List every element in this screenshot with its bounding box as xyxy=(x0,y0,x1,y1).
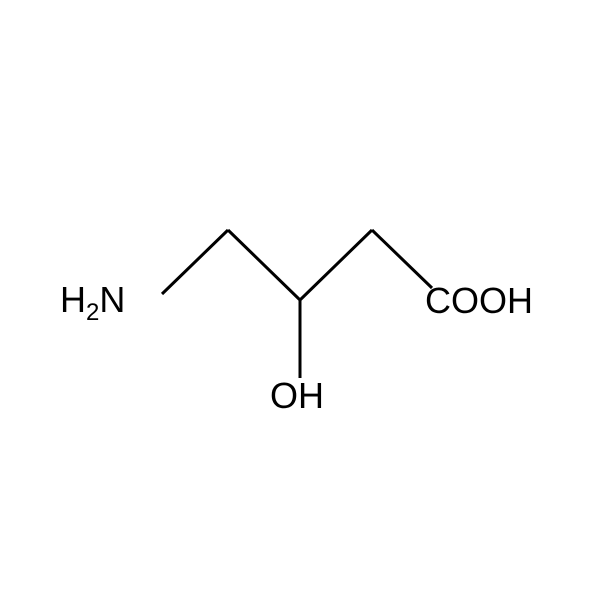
bond-c1-c2 xyxy=(228,230,300,300)
amine-label: H2N xyxy=(60,279,125,326)
hydroxyl-label: OH xyxy=(270,375,324,416)
amine-n: N xyxy=(99,279,125,320)
bond-c2-c3 xyxy=(300,230,372,300)
carboxyl-text: COOH xyxy=(425,280,533,321)
bond-n-c1 xyxy=(162,230,228,294)
molecule-diagram: H2N OH COOH xyxy=(0,0,600,600)
bond-c3-cooh xyxy=(372,230,432,288)
carboxyl-label: COOH xyxy=(425,280,533,321)
hydroxyl-text: OH xyxy=(270,375,324,416)
amine-h: H xyxy=(60,279,86,320)
amine-sub2: 2 xyxy=(86,299,99,326)
